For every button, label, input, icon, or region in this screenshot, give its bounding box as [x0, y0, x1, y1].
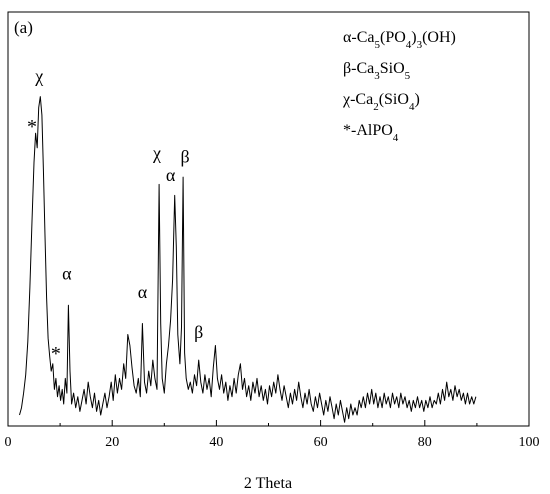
peak-label: α: [62, 264, 72, 284]
series-line: [19, 96, 477, 423]
x-ticks: 0 20 40 60 80 100: [5, 420, 540, 450]
legend-entry: β-Ca3SiO5: [343, 60, 411, 82]
peak-label: χ: [34, 66, 43, 86]
peak-label: β: [181, 146, 190, 166]
peak-label: χ: [152, 143, 161, 163]
x-tick-label: 20: [105, 435, 119, 450]
x-tick-label: 100: [519, 435, 540, 450]
plot-frame: [7, 11, 530, 427]
legend-entry: α-Ca5(PO4)3(OH): [343, 29, 456, 51]
x-tick-label: 40: [209, 435, 223, 450]
x-tick-label: 60: [314, 435, 328, 450]
panel-label: (a): [14, 18, 33, 37]
peak-label: β: [194, 322, 203, 342]
x-axis-label: 2 Theta: [244, 475, 292, 492]
x-tick-label: 0: [5, 435, 12, 450]
peak-label: α: [138, 282, 148, 302]
peak-label: α: [166, 165, 176, 185]
legend-entry: *-AlPO4: [343, 122, 399, 144]
peak-label: *: [51, 343, 61, 365]
legend: α-Ca5(PO4)3(OH) β-Ca3SiO5 χ-Ca2(SiO4) *-AlP…: [342, 29, 456, 144]
peak-label: *: [27, 116, 37, 138]
x-tick-label: 80: [418, 435, 432, 450]
legend-entry: χ-Ca2(SiO4): [342, 91, 420, 113]
series-line-group: [19, 96, 477, 423]
